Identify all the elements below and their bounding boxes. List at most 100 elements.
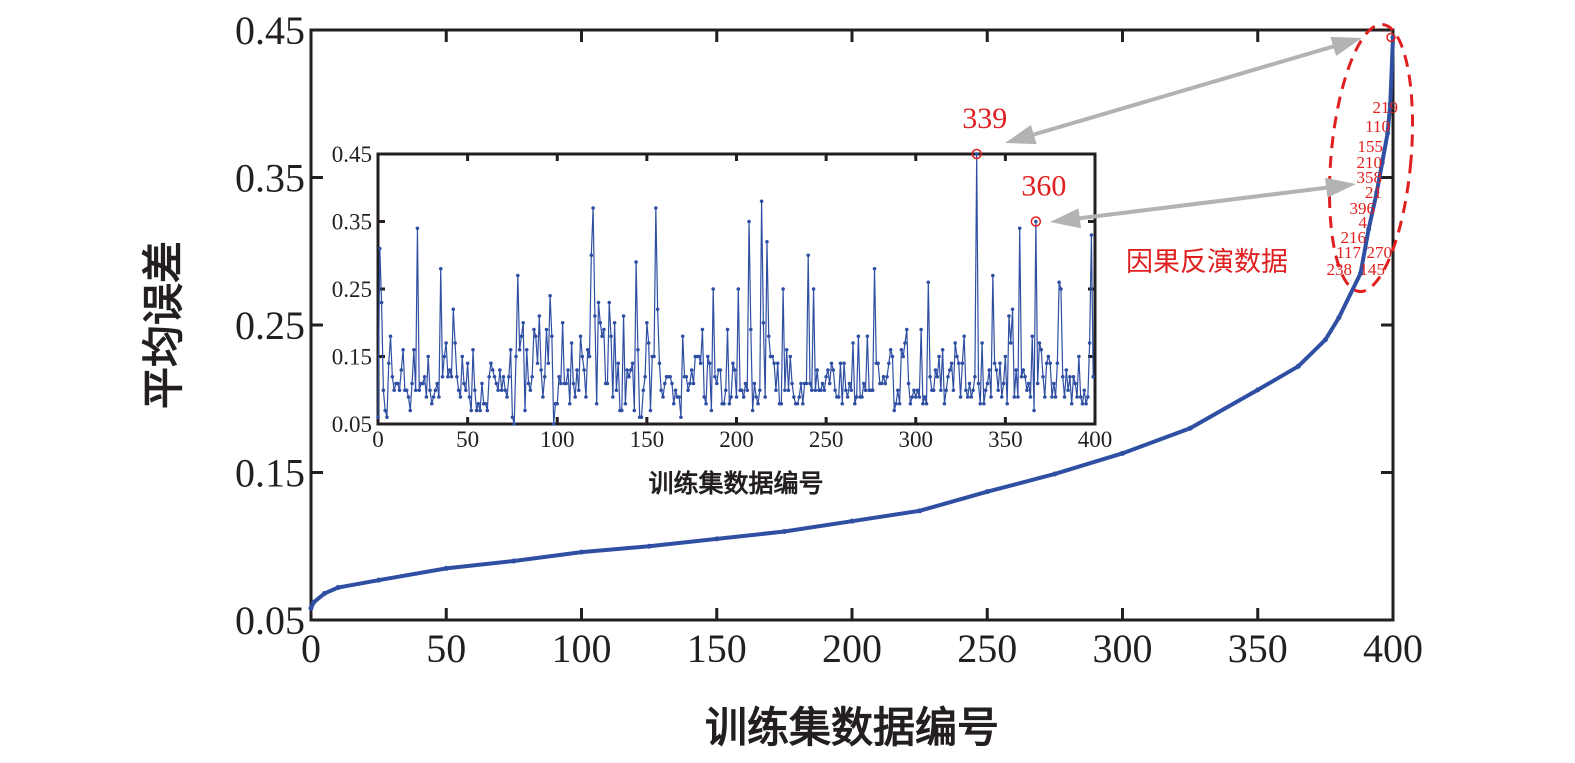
inset-data-point [827, 381, 832, 386]
inset-data-point [446, 374, 450, 379]
inset-data-point [575, 368, 579, 372]
main-y-tick-label: 0.25 [235, 303, 305, 348]
inset-data-point [494, 381, 499, 386]
inset-data-point [1057, 280, 1061, 285]
inset-data-point [440, 374, 445, 379]
inset-data-point [792, 395, 796, 399]
inset-data-point [383, 408, 387, 413]
arrow-head [1050, 208, 1082, 229]
inset-data-point [1064, 368, 1069, 372]
inset-data-point [1021, 368, 1026, 372]
inset-data-point [657, 361, 662, 366]
inset-data-point [741, 395, 746, 399]
inset-data-point [451, 307, 456, 312]
inset-data-point [576, 388, 581, 393]
inset-data-point [528, 388, 533, 393]
inset-data-point [567, 401, 572, 406]
inset-data-point [996, 388, 1001, 393]
inset-data-point [999, 395, 1004, 399]
inset-data-point [842, 361, 846, 366]
inset-y-tick-label: 0.35 [332, 210, 372, 235]
inset-data-point [619, 408, 624, 413]
inset-data-point [926, 280, 931, 285]
inset-data-point [860, 395, 864, 399]
double-arrow [1050, 177, 1356, 229]
inset-data-point [655, 307, 660, 312]
inset-data-point [772, 361, 776, 366]
arrow-shaft [1027, 42, 1340, 139]
inset-data-point [801, 401, 805, 406]
inset-data-point [643, 374, 647, 379]
inset-data-point [822, 388, 827, 393]
outlier-id-label: 270 [1367, 243, 1393, 262]
inset-data-point [727, 401, 732, 406]
main-data-point [579, 549, 584, 555]
inset-data-point [646, 341, 651, 345]
inset-data-point [521, 320, 525, 325]
inset-data-point [770, 354, 775, 359]
inset-data-point [1046, 354, 1051, 359]
inset-data-point [752, 381, 757, 386]
inset-data-point [605, 381, 610, 386]
inset-data-point [799, 381, 803, 386]
inset-data-point [824, 374, 828, 379]
inset-data-point [955, 354, 959, 359]
inset-data-point [551, 422, 556, 426]
inset-data-point [533, 334, 538, 339]
inset-data-point [464, 388, 468, 393]
inset-data-point [487, 374, 491, 379]
inset-data-point [557, 374, 561, 379]
inset-data-point [438, 266, 443, 271]
inset-data-point [636, 347, 640, 352]
inset-data-point [645, 320, 649, 325]
inset-data-point [1041, 374, 1045, 379]
inset-x-tick-label: 400 [1078, 427, 1113, 452]
inset-data-point [931, 388, 936, 393]
inset-x-axis-label: 训练集数据编号 [648, 469, 823, 498]
inset-data-point [1050, 395, 1054, 399]
inset-data-point [795, 401, 800, 406]
inset-data-point [460, 354, 465, 359]
inset-y-tick-label: 0.45 [332, 142, 372, 167]
inset-data-point [546, 361, 551, 366]
inset-data-point [508, 347, 513, 352]
inset-data-point [749, 327, 753, 332]
inset-data-point [1016, 395, 1020, 399]
inset-data-point [1075, 395, 1079, 399]
inset-data-point [659, 388, 664, 393]
inset-data-point [897, 401, 902, 406]
inset-data-point [542, 374, 547, 379]
outlier-id-label: 4 [1359, 213, 1368, 232]
inset-data-point [709, 408, 714, 413]
inset-data-point [861, 381, 866, 386]
inset-data-point [879, 381, 884, 386]
inset-data-point [890, 354, 895, 359]
inset-data-point [844, 388, 848, 393]
main-data-point [322, 590, 328, 596]
inset-data-point [992, 361, 997, 366]
inset-data-point [433, 388, 438, 393]
inset-data-point [376, 415, 380, 420]
inset-data-point [917, 395, 922, 399]
inset-data-point [935, 374, 940, 379]
outlier-id-label: 396 [1350, 199, 1376, 218]
inset-data-point [706, 354, 710, 359]
inset-data-point [532, 327, 536, 332]
inset-data-point [483, 401, 488, 406]
inset-data-point [589, 253, 594, 258]
inset-data-point [569, 341, 574, 345]
inset-data-point [987, 368, 992, 372]
inset-data-point [784, 347, 789, 352]
inset-data-point [707, 361, 712, 366]
inset-data-point [1037, 341, 1042, 345]
inset-data-point [1008, 341, 1013, 345]
inset-data-point [775, 361, 780, 366]
inset-data-point [892, 408, 897, 413]
inset-data-point [392, 388, 396, 393]
inset-data-point [469, 408, 474, 413]
inset-data-point [998, 361, 1002, 366]
inset-data-point [761, 320, 766, 325]
inset-data-point [722, 401, 726, 406]
inset-data-point [580, 354, 585, 359]
